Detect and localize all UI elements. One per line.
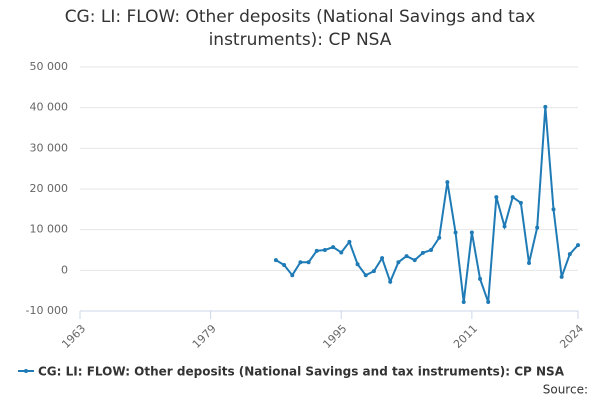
chart-title: CG: LI: FLOW: Other deposits (National S… [65, 7, 536, 50]
data-point [290, 273, 295, 278]
data-point [347, 239, 352, 244]
data-point [396, 260, 401, 265]
data-point [461, 300, 466, 305]
data-point [453, 230, 458, 235]
data-point [322, 248, 327, 252]
data-point [331, 245, 336, 250]
data-point [510, 195, 515, 200]
data-point [535, 225, 540, 230]
source: Source: [543, 383, 588, 397]
data-point [502, 224, 507, 229]
x-tick-label: 2024 [557, 322, 586, 351]
data-point [429, 248, 434, 252]
data-point [298, 260, 303, 265]
data-point [559, 274, 564, 279]
x-tick-label: 1995 [320, 322, 349, 351]
data-point [420, 250, 425, 255]
data-point [355, 262, 360, 267]
data-point [518, 200, 523, 205]
data-point [478, 276, 483, 281]
data-line [275, 106, 579, 303]
legend-label: CG: LI: FLOW: Other deposits (National S… [38, 365, 565, 379]
data-point [445, 180, 450, 185]
x-tick-label: 1963 [59, 322, 88, 351]
y-tick-label: 0 [61, 263, 68, 276]
y-tick-label: 40 000 [30, 101, 69, 114]
data-point [371, 269, 376, 274]
y-tick-label: 10 000 [30, 223, 69, 236]
data-point [576, 243, 580, 248]
data-point [527, 261, 532, 266]
x-tick-label: 2011 [451, 322, 480, 351]
x-tick-label: 1979 [190, 322, 219, 351]
legend-symbol [24, 369, 28, 373]
data-point [404, 254, 409, 259]
data-point [388, 279, 393, 284]
data-point [314, 248, 319, 253]
y-tick-label: 50 000 [30, 60, 69, 73]
data-point [412, 258, 417, 263]
data-point [363, 273, 368, 278]
data-point [469, 230, 474, 235]
y-tick-label: -10 000 [26, 304, 68, 317]
data-point [551, 207, 556, 212]
data-point [567, 252, 572, 257]
y-tick-label: 30 000 [30, 141, 69, 154]
data-point [494, 195, 499, 200]
data-point [437, 235, 442, 240]
data-point [282, 263, 287, 268]
data-point [339, 250, 344, 255]
data-point [486, 300, 491, 305]
y-tick-label: 20 000 [30, 182, 69, 195]
data-point [380, 256, 385, 261]
data-point [306, 260, 311, 265]
data-point [273, 258, 278, 263]
data-point [543, 104, 548, 109]
